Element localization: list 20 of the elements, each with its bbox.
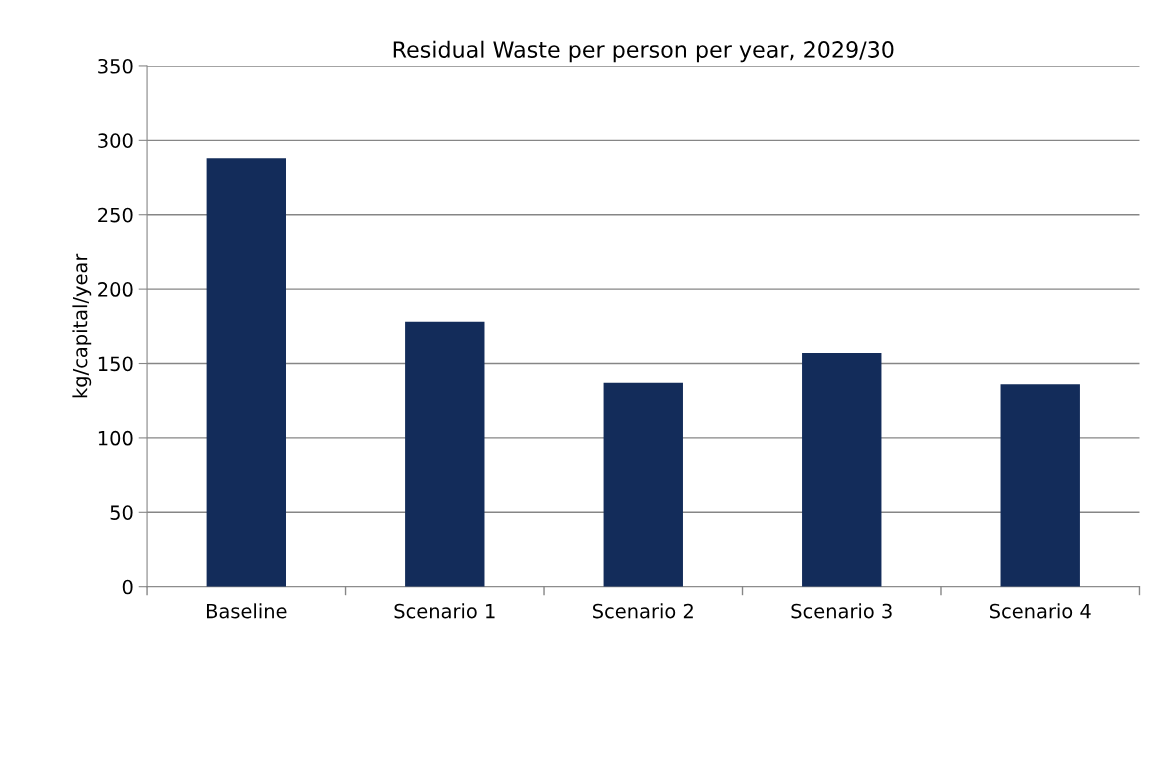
chart-title: Residual Waste per person per year, 2029/30 bbox=[393, 40, 894, 63]
y-tick-label: 100 bbox=[98, 430, 133, 446]
y-tick-label: 50 bbox=[110, 505, 133, 520]
bar bbox=[603, 382, 683, 587]
x-tick-label: Scenario 1 bbox=[394, 603, 495, 619]
bar bbox=[206, 158, 286, 587]
y-tick-label: 0 bbox=[122, 579, 133, 595]
y-tick-label: 150 bbox=[98, 356, 133, 372]
x-tick-label: Baseline bbox=[206, 603, 287, 619]
x-tick-label: Scenario 4 bbox=[989, 603, 1091, 619]
y-axis-title: kg/capital/year bbox=[72, 253, 92, 398]
bar bbox=[405, 321, 485, 587]
y-tick-label: 350 bbox=[98, 58, 133, 74]
bar bbox=[1000, 384, 1080, 587]
y-tick-label: 250 bbox=[98, 207, 133, 223]
y-tick-label: 200 bbox=[98, 282, 133, 297]
y-tick-label: 300 bbox=[98, 133, 133, 148]
bar bbox=[802, 353, 882, 587]
x-tick-label: Scenario 2 bbox=[593, 603, 693, 619]
x-tick-label: Scenario 3 bbox=[791, 603, 892, 619]
